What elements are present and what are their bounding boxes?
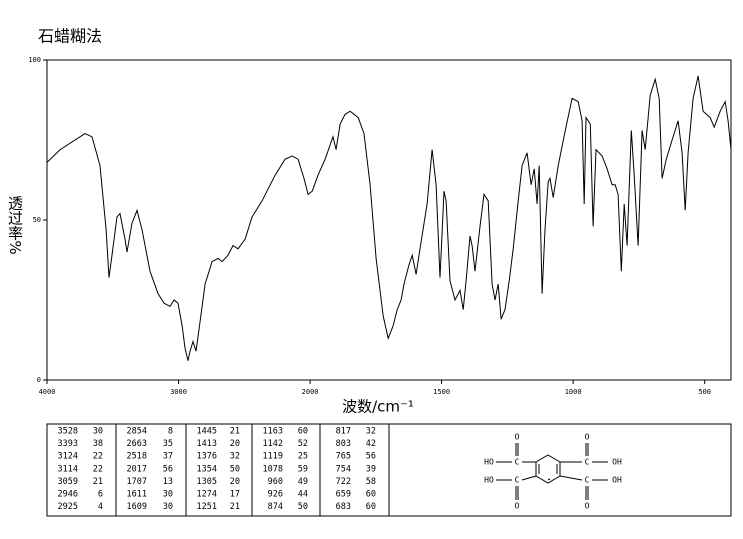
- peak-wavenumber: 1274: [197, 490, 217, 500]
- peak-wavenumber: 1251: [197, 502, 217, 512]
- peak-wavenumber: 817: [336, 427, 351, 437]
- molecule-bonds: [496, 443, 608, 500]
- peak-wavenumber: 3124: [58, 452, 78, 462]
- peak-transmittance: 21: [230, 502, 240, 512]
- peak-wavenumber: 2946: [58, 490, 78, 500]
- x-tick-label: 3000: [170, 388, 187, 396]
- peak-transmittance: 37: [163, 452, 173, 462]
- peak-transmittance: 52: [298, 439, 308, 449]
- peak-wavenumber: 1707: [127, 477, 147, 487]
- peak-transmittance: 21: [230, 427, 240, 437]
- peak-wavenumber: 765: [336, 452, 351, 462]
- atom-label: C: [585, 476, 590, 485]
- peak-transmittance: 6: [98, 490, 103, 500]
- peak-wavenumber: 659: [336, 490, 351, 500]
- atom-label: O: [585, 502, 590, 511]
- atom-label: O: [585, 433, 590, 442]
- peak-wavenumber: 1078: [263, 464, 283, 474]
- peak-transmittance: 56: [366, 452, 376, 462]
- peak-wavenumber: 1376: [197, 452, 217, 462]
- peak-transmittance: 60: [298, 427, 308, 437]
- atom-label: C: [515, 458, 520, 467]
- peak-transmittance: 49: [298, 477, 308, 487]
- peak-transmittance: 13: [163, 477, 173, 487]
- atom-label: HO: [484, 476, 494, 485]
- peak-wavenumber: 683: [336, 502, 351, 512]
- peak-wavenumber: 2663: [127, 439, 147, 449]
- peak-wavenumber: 874: [268, 502, 283, 512]
- peak-wavenumber: 1413: [197, 439, 217, 449]
- peak-transmittance: 22: [93, 452, 103, 462]
- peak-transmittance: 60: [366, 502, 376, 512]
- peak-wavenumber: 1354: [197, 464, 217, 474]
- peak-transmittance: 20: [230, 439, 240, 449]
- peak-transmittance: 22: [93, 464, 103, 474]
- y-tick-label: 50: [33, 216, 41, 224]
- peak-wavenumber: 2925: [58, 502, 78, 512]
- peak-wavenumber: 1305: [197, 477, 217, 487]
- peak-transmittance: 60: [366, 490, 376, 500]
- peak-wavenumber: 754: [336, 464, 351, 474]
- peak-transmittance: 21: [93, 477, 103, 487]
- atom-label: O: [515, 502, 520, 511]
- peak-wavenumber: 1163: [263, 427, 283, 437]
- atom-label: O: [515, 433, 520, 442]
- peak-transmittance: 50: [230, 464, 240, 474]
- peak-wavenumber: 803: [336, 439, 351, 449]
- peak-wavenumber: 3059: [58, 477, 78, 487]
- atom-label: HO: [484, 458, 494, 467]
- peak-wavenumber: 2017: [127, 464, 147, 474]
- peak-transmittance: 58: [366, 477, 376, 487]
- peak-transmittance: 35: [163, 439, 173, 449]
- peak-transmittance: 30: [93, 427, 103, 437]
- chart-title: 石蜡糊法: [38, 27, 102, 46]
- table-dividers: [115, 424, 390, 516]
- atom-label: C: [585, 458, 590, 467]
- peak-wavenumber: 722: [336, 477, 351, 487]
- peak-transmittance: 30: [163, 502, 173, 512]
- peak-wavenumber: 3114: [58, 464, 78, 474]
- peak-wavenumber: 926: [268, 490, 283, 500]
- x-tick-label: 1500: [433, 388, 450, 396]
- peak-transmittance: 25: [298, 452, 308, 462]
- peak-wavenumber: 960: [268, 477, 283, 487]
- peak-transmittance: 30: [163, 490, 173, 500]
- peak-wavenumber: 1119: [263, 452, 283, 462]
- x-tick-label: 500: [698, 388, 711, 396]
- atom-label: C: [515, 476, 520, 485]
- peak-wavenumber: 2854: [127, 427, 147, 437]
- peak-transmittance: 32: [230, 452, 240, 462]
- x-axis-label: 波数/cm⁻¹: [342, 398, 414, 416]
- peak-wavenumber: 3393: [58, 439, 78, 449]
- peak-wavenumber: 1609: [127, 502, 147, 512]
- peak-transmittance: 32: [366, 427, 376, 437]
- peak-wavenumber: 1611: [127, 490, 147, 500]
- peak-transmittance: 44: [298, 490, 308, 500]
- y-tick-label: 0: [37, 376, 41, 384]
- x-tick-label: 2000: [302, 388, 319, 396]
- peak-transmittance: 38: [93, 439, 103, 449]
- atom-label: OH: [612, 458, 622, 467]
- peak-wavenumber: 1142: [263, 439, 283, 449]
- peak-transmittance: 56: [163, 464, 173, 474]
- peak-wavenumber: 2518: [127, 452, 147, 462]
- y-axis-label: 透过率%: [6, 195, 24, 254]
- peak-transmittance: 50: [298, 502, 308, 512]
- peak-transmittance: 59: [298, 464, 308, 474]
- peak-transmittance: 42: [366, 439, 376, 449]
- peak-transmittance: 39: [366, 464, 376, 474]
- peak-wavenumber: 3528: [58, 427, 78, 437]
- y-tick-label: 100: [28, 56, 41, 64]
- atom-label: OH: [612, 476, 622, 485]
- peak-transmittance: 17: [230, 490, 240, 500]
- peak-transmittance: 8: [168, 427, 173, 437]
- spectrum-line: [46, 75, 732, 361]
- x-tick-label: 1000: [565, 388, 582, 396]
- peak-transmittance: 20: [230, 477, 240, 487]
- peak-transmittance: 4: [98, 502, 103, 512]
- peak-wavenumber: 1445: [197, 427, 217, 437]
- x-tick-label: 4000: [39, 388, 56, 396]
